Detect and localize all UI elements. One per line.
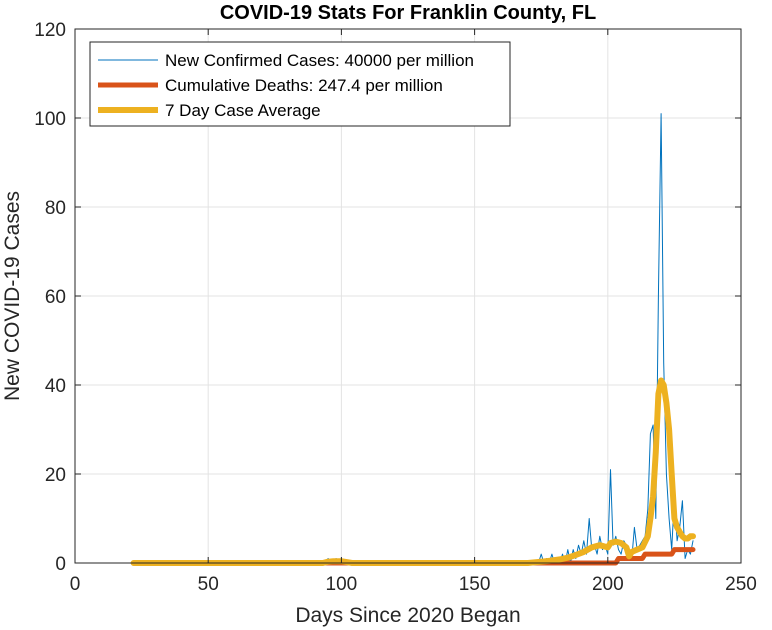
y-tick-label: 100 [34,109,66,130]
legend-box [89,41,511,127]
x-axis-label: Days Since 2020 Began [295,604,520,627]
legend-label-1: New Confirmed Cases: 40000 per million [165,51,474,70]
x-tick-label: 150 [459,574,491,595]
ticks: 0 50 100 150 200 250 0 20 40 60 80 100 120 [34,20,757,595]
series-line-2 [131,547,696,566]
legend: New Confirmed Cases: 40000 per million Cu… [89,41,511,127]
y-tick-label: 80 [45,198,66,219]
y-tick-label: 120 [34,20,66,41]
x-tick-label: 50 [198,574,219,595]
y-tick-label: 40 [45,376,66,397]
legend-label-3: 7 Day Case Average [165,101,321,120]
x-tick-label: 250 [725,574,757,595]
y-tick-label: 60 [45,287,66,308]
y-tick-label: 0 [55,554,66,575]
x-tick-label: 100 [326,574,358,595]
x-tick-label: 200 [592,574,624,595]
legend-label-2: Cumulative Deaths: 247.4 per million [165,76,443,95]
y-tick-label: 20 [45,465,66,486]
chart-title: COVID-19 Stats For Franklin County, FL [220,2,596,24]
x-tick-label: 0 [70,574,81,595]
y-axis-label: New COVID-19 Cases [1,191,24,401]
